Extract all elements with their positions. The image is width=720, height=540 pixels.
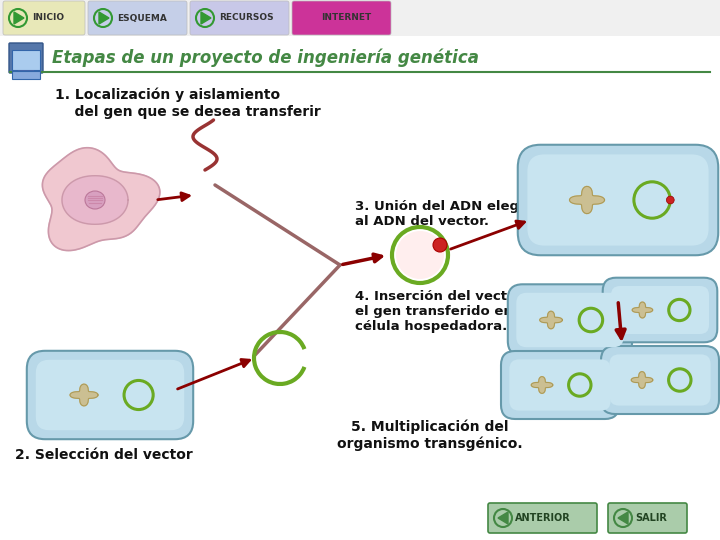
FancyBboxPatch shape xyxy=(608,503,687,533)
FancyBboxPatch shape xyxy=(27,351,193,439)
Text: ESQUEMA: ESQUEMA xyxy=(117,14,167,23)
Polygon shape xyxy=(540,311,562,329)
Polygon shape xyxy=(42,148,160,251)
FancyBboxPatch shape xyxy=(12,50,40,70)
FancyBboxPatch shape xyxy=(611,286,709,334)
Text: 5. Multiplicación del
organismo transgénico.: 5. Multiplicación del organismo transgén… xyxy=(337,420,523,451)
Polygon shape xyxy=(14,12,24,24)
Circle shape xyxy=(433,238,447,252)
FancyBboxPatch shape xyxy=(190,1,289,35)
Polygon shape xyxy=(632,302,652,318)
Text: 2. Selección del vector: 2. Selección del vector xyxy=(15,448,193,462)
Polygon shape xyxy=(62,176,128,224)
Text: ANTERIOR: ANTERIOR xyxy=(515,513,571,523)
Polygon shape xyxy=(201,12,211,24)
FancyBboxPatch shape xyxy=(510,360,611,410)
FancyBboxPatch shape xyxy=(508,284,632,356)
Ellipse shape xyxy=(85,191,105,209)
FancyBboxPatch shape xyxy=(601,346,719,414)
Text: INICIO: INICIO xyxy=(32,14,64,23)
Polygon shape xyxy=(303,12,313,24)
FancyBboxPatch shape xyxy=(88,1,187,35)
Text: INTERNET: INTERNET xyxy=(321,14,372,23)
FancyBboxPatch shape xyxy=(18,70,34,74)
FancyBboxPatch shape xyxy=(292,1,391,35)
FancyBboxPatch shape xyxy=(0,0,720,36)
FancyBboxPatch shape xyxy=(12,71,40,79)
Text: 4. Inserción del vector con
el gen transferido en la
célula hospedadora.: 4. Inserción del vector con el gen trans… xyxy=(355,290,554,333)
Ellipse shape xyxy=(74,181,116,219)
FancyBboxPatch shape xyxy=(488,503,597,533)
Text: 1. Localización y aislamiento
    del gen que se desea transferir: 1. Localización y aislamiento del gen qu… xyxy=(55,88,320,119)
FancyBboxPatch shape xyxy=(603,278,717,342)
Text: Etapas de un proyecto de ingeniería genética: Etapas de un proyecto de ingeniería gené… xyxy=(52,49,479,68)
Polygon shape xyxy=(498,512,508,524)
FancyBboxPatch shape xyxy=(518,145,719,255)
FancyBboxPatch shape xyxy=(9,43,43,73)
Polygon shape xyxy=(631,372,653,388)
Circle shape xyxy=(667,196,674,204)
FancyBboxPatch shape xyxy=(527,154,708,246)
FancyBboxPatch shape xyxy=(516,293,624,347)
Text: SALIR: SALIR xyxy=(635,513,667,523)
FancyBboxPatch shape xyxy=(3,1,85,35)
Ellipse shape xyxy=(66,174,124,226)
Polygon shape xyxy=(570,186,605,214)
Polygon shape xyxy=(70,384,98,406)
FancyBboxPatch shape xyxy=(609,354,711,406)
FancyBboxPatch shape xyxy=(36,360,184,430)
Polygon shape xyxy=(99,12,109,24)
Text: 3. Unión del ADN elegido
al ADN del vector.: 3. Unión del ADN elegido al ADN del vect… xyxy=(355,200,542,228)
Polygon shape xyxy=(531,376,553,393)
Polygon shape xyxy=(618,512,628,524)
Text: RECURSOS: RECURSOS xyxy=(219,14,274,23)
Circle shape xyxy=(396,231,444,279)
Ellipse shape xyxy=(84,190,106,210)
FancyBboxPatch shape xyxy=(501,351,619,419)
